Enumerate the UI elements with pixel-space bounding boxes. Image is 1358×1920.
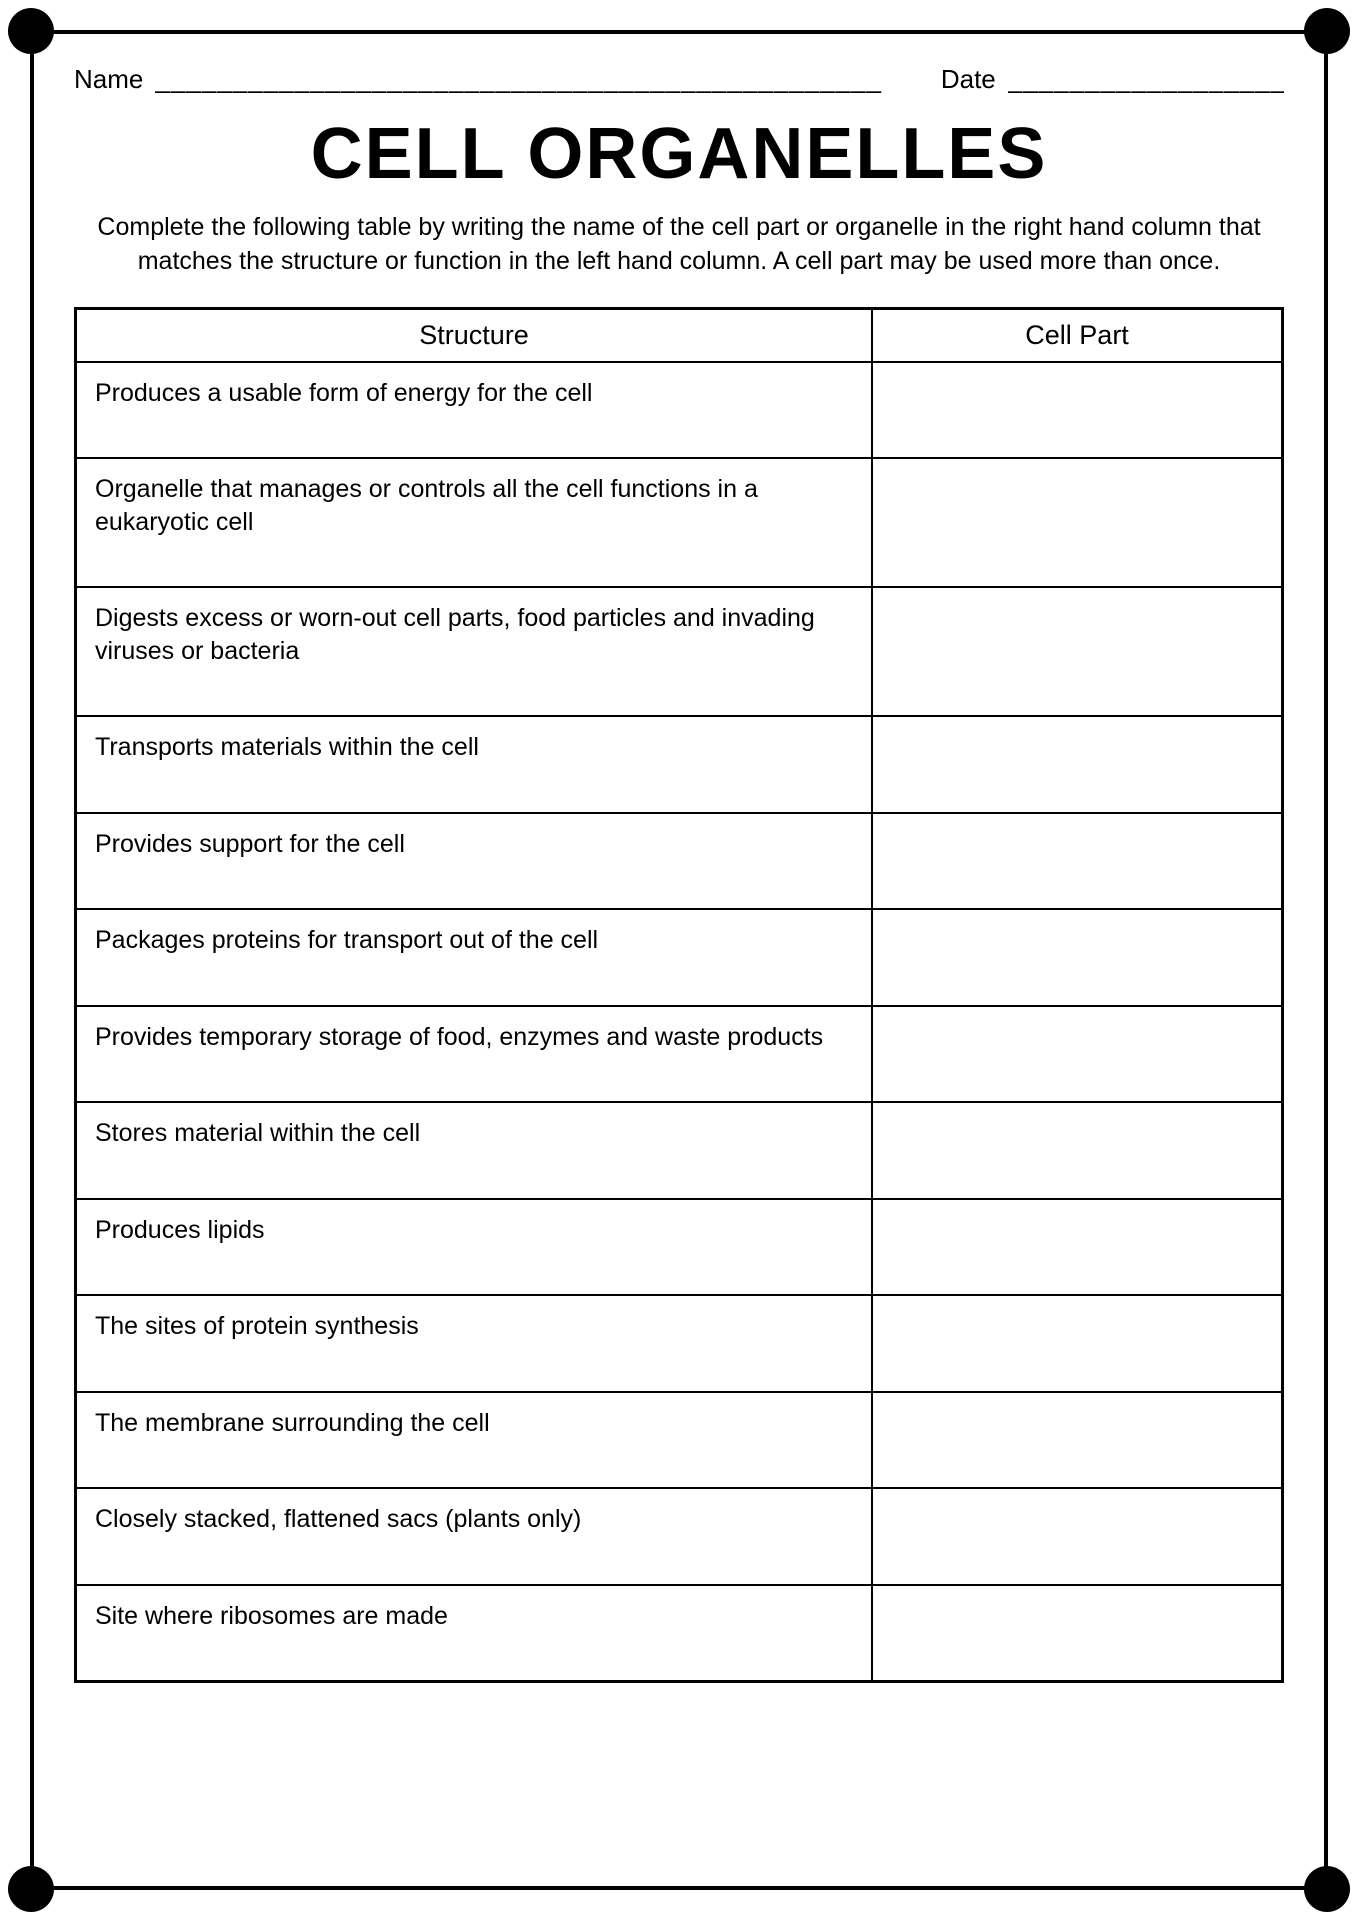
structure-cell: Provides support for the cell [76, 813, 873, 910]
structure-cell: Transports materials within the cell [76, 716, 873, 813]
structure-cell: Produces lipids [76, 1199, 873, 1296]
page-content: Name ___________________________________… [34, 34, 1324, 1713]
date-blank-line[interactable]: ____________________ [1008, 64, 1284, 95]
table-row: Transports materials within the cell [76, 716, 1283, 813]
cell-part-answer[interactable] [872, 1295, 1282, 1392]
cell-part-answer[interactable] [872, 1585, 1282, 1682]
worksheet-table: Structure Cell Part Produces a usable fo… [74, 307, 1284, 1684]
cell-part-answer[interactable] [872, 1102, 1282, 1199]
structure-cell: Closely stacked, flattened sacs (plants … [76, 1488, 873, 1585]
structure-cell: Site where ribosomes are made [76, 1585, 873, 1682]
table-row: Digests excess or worn-out cell parts, f… [76, 587, 1283, 716]
cell-part-answer[interactable] [872, 909, 1282, 1006]
table-row: Provides support for the cell [76, 813, 1283, 910]
name-blank-line[interactable]: ________________________________________… [155, 64, 928, 95]
table-row: The membrane surrounding the cell [76, 1392, 1283, 1489]
table-row: Produces lipids [76, 1199, 1283, 1296]
cell-part-answer[interactable] [872, 458, 1282, 587]
cell-part-answer[interactable] [872, 1488, 1282, 1585]
table-row: Packages proteins for transport out of t… [76, 909, 1283, 1006]
cell-part-answer[interactable] [872, 716, 1282, 813]
cell-part-answer[interactable] [872, 1199, 1282, 1296]
structure-cell: Produces a usable form of energy for the… [76, 362, 873, 459]
table-row: Stores material within the cell [76, 1102, 1283, 1199]
name-label: Name [74, 64, 143, 95]
table-row: Closely stacked, flattened sacs (plants … [76, 1488, 1283, 1585]
header-name-date: Name ___________________________________… [74, 64, 1284, 95]
structure-cell: The sites of protein synthesis [76, 1295, 873, 1392]
cell-part-answer[interactable] [872, 813, 1282, 910]
column-header-cell-part: Cell Part [872, 308, 1282, 362]
page-frame: Name ___________________________________… [30, 30, 1328, 1890]
table-body: Produces a usable form of energy for the… [76, 362, 1283, 1682]
cell-part-answer[interactable] [872, 1392, 1282, 1489]
instructions-text: Complete the following table by writing … [89, 211, 1269, 279]
table-row: Site where ribosomes are made [76, 1585, 1283, 1682]
cell-part-answer[interactable] [872, 362, 1282, 459]
structure-cell: The membrane surrounding the cell [76, 1392, 873, 1489]
table-header-row: Structure Cell Part [76, 308, 1283, 362]
page-title: CELL ORGANELLES [74, 113, 1284, 195]
structure-cell: Organelle that manages or controls all t… [76, 458, 873, 587]
table-row: Organelle that manages or controls all t… [76, 458, 1283, 587]
cell-part-answer[interactable] [872, 587, 1282, 716]
structure-cell: Digests excess or worn-out cell parts, f… [76, 587, 873, 716]
table-row: Produces a usable form of energy for the… [76, 362, 1283, 459]
table-row: The sites of protein synthesis [76, 1295, 1283, 1392]
structure-cell: Stores material within the cell [76, 1102, 873, 1199]
structure-cell: Provides temporary storage of food, enzy… [76, 1006, 873, 1103]
table-row: Provides temporary storage of food, enzy… [76, 1006, 1283, 1103]
date-label: Date [941, 64, 996, 95]
column-header-structure: Structure [76, 308, 873, 362]
cell-part-answer[interactable] [872, 1006, 1282, 1103]
structure-cell: Packages proteins for transport out of t… [76, 909, 873, 1006]
